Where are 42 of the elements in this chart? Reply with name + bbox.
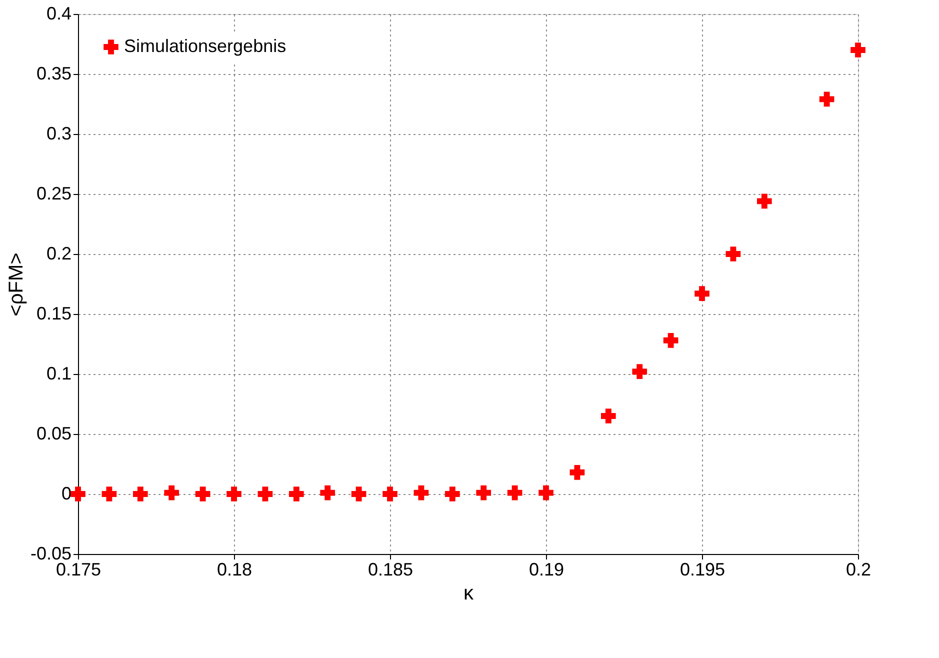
point xyxy=(694,286,710,302)
y-tick-label: 0.05 xyxy=(36,424,72,444)
point xyxy=(819,92,834,107)
y-tick-label: 0 xyxy=(61,484,72,504)
x-tick-label: 0.19 xyxy=(528,560,564,580)
point xyxy=(850,42,866,58)
y-tick-label: 0.3 xyxy=(46,124,72,144)
point xyxy=(195,486,210,502)
point xyxy=(538,485,554,500)
point xyxy=(132,486,148,502)
point xyxy=(444,486,460,502)
x-tick-label: 0.185 xyxy=(368,560,414,580)
y-tick-label: 0.25 xyxy=(36,184,72,204)
point xyxy=(382,486,398,502)
point xyxy=(102,486,117,502)
x-tick-label: 0.18 xyxy=(216,560,252,580)
y-axis-title: <ρFM> xyxy=(5,252,28,316)
point xyxy=(258,486,273,502)
y-tick-label: 0.4 xyxy=(46,4,72,24)
y-tick-label: 0.2 xyxy=(46,244,72,264)
y-tick-label: 0.35 xyxy=(36,64,72,84)
point xyxy=(756,194,772,209)
point xyxy=(320,485,336,500)
point xyxy=(570,464,585,480)
point xyxy=(600,408,616,424)
legend-label: Simulationsergebnis xyxy=(124,36,286,56)
point xyxy=(726,246,741,262)
point xyxy=(476,485,492,500)
x-tick-label: 0.195 xyxy=(680,560,726,580)
y-tick-label: 0.15 xyxy=(36,304,72,324)
y-tick-label: 0.1 xyxy=(46,364,72,384)
x-tick-label: 0.2 xyxy=(846,560,872,580)
point xyxy=(507,485,522,500)
point xyxy=(70,486,86,502)
point xyxy=(351,486,366,502)
point xyxy=(164,485,180,500)
x-axis-title: κ xyxy=(464,582,474,604)
point xyxy=(288,486,304,502)
point xyxy=(632,364,648,380)
point xyxy=(226,486,242,502)
point xyxy=(414,485,429,500)
point xyxy=(663,332,678,348)
